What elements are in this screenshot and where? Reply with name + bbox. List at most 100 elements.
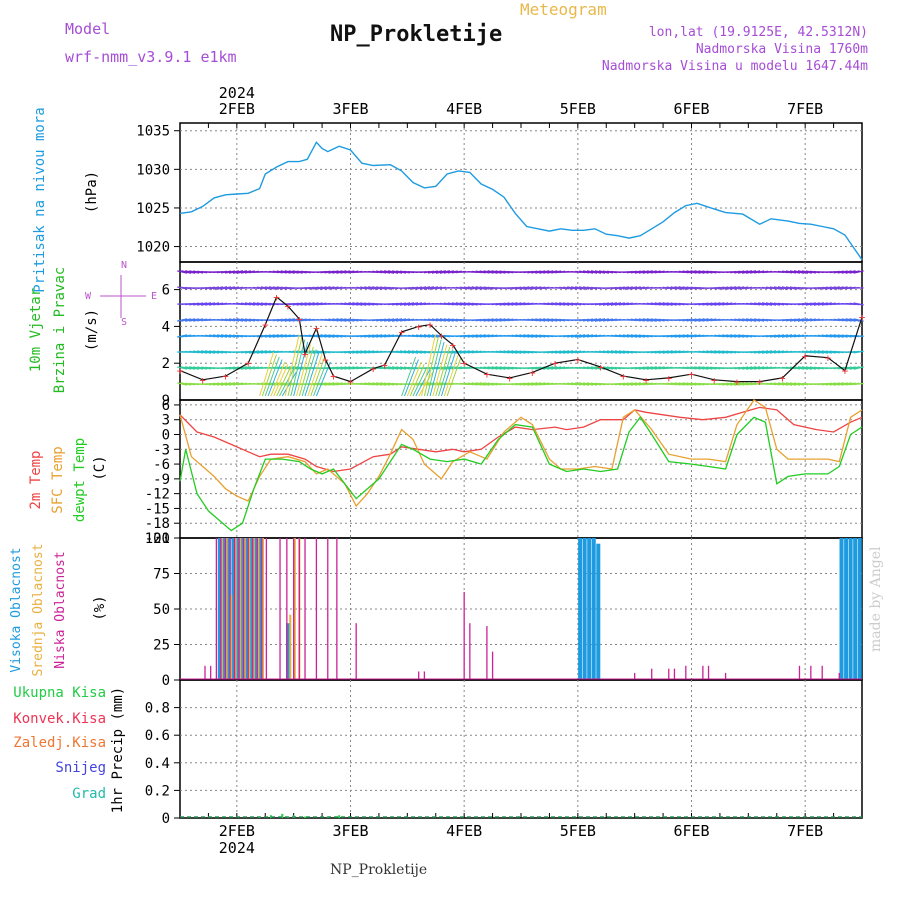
wind-barb	[519, 286, 530, 290]
wind-barb	[769, 382, 781, 386]
wind-barb	[630, 286, 641, 290]
wind-barb	[833, 334, 844, 338]
wind-barb	[307, 354, 323, 397]
wind-barb	[304, 351, 320, 397]
cloud-bar	[234, 538, 237, 679]
wind-barb	[630, 270, 641, 274]
wind-barb	[368, 382, 379, 386]
wind-speed-marker: +	[461, 357, 468, 370]
wind-barb	[682, 286, 693, 290]
wind-barb	[686, 366, 697, 370]
cloud-bar	[685, 665, 687, 679]
wind-barb	[674, 334, 685, 338]
wind-barb	[750, 318, 761, 322]
wind-barb	[340, 318, 351, 322]
wind-speed-marker: +	[285, 300, 292, 313]
wind-barb	[483, 270, 494, 274]
wind-barb	[220, 270, 232, 274]
wind-barb	[240, 270, 252, 274]
wind-barb	[415, 369, 431, 397]
wind-barb	[634, 334, 645, 338]
cloud-bar	[238, 538, 240, 679]
y-tick-label: 1020	[136, 240, 170, 256]
location-coordinates: lon,lat (19.9125E, 42.5312N)	[648, 25, 868, 40]
wind-barb	[614, 302, 626, 306]
wind-barb	[483, 334, 494, 338]
y-tick-label: 2	[162, 356, 170, 372]
cloud-bar	[587, 538, 592, 679]
wind-barb	[399, 366, 411, 370]
wind-barb	[324, 334, 335, 338]
cloud-bar	[578, 538, 583, 679]
cloud-bar	[821, 665, 823, 679]
wind-barb	[841, 382, 852, 386]
wind-barb	[411, 286, 423, 290]
wind-barb	[208, 334, 220, 338]
wind-barb	[261, 354, 277, 397]
wind-barb	[817, 286, 828, 290]
wind-barb	[429, 341, 445, 397]
wind-barb	[706, 302, 717, 306]
wind-barb	[586, 366, 598, 370]
temp-axis-title-sfc: SFC Temp	[50, 446, 66, 513]
wind-barb	[244, 302, 256, 306]
wind-barb	[666, 350, 677, 354]
wind-barb	[594, 318, 606, 322]
precip-legend-item: Zaledj.Kisa	[13, 735, 106, 751]
wind-barb	[761, 350, 773, 354]
wind-barb	[189, 318, 200, 322]
model-name: wrf-nmm_v3.9.1 e1km	[65, 48, 237, 66]
wind-barb	[523, 334, 534, 338]
wind-barb	[280, 270, 291, 274]
wind-barb	[765, 286, 777, 290]
wind-barb	[586, 318, 598, 322]
wind-barb	[738, 270, 749, 274]
wind-barb	[582, 366, 594, 370]
wind-barb	[200, 302, 212, 306]
cloud-bar	[285, 623, 290, 679]
wind-barb	[443, 270, 454, 274]
wind-barb	[391, 318, 403, 322]
x-tick-label: 3FEB	[332, 100, 368, 118]
y-tick-label: 6	[162, 398, 170, 414]
wind-barb	[320, 286, 331, 290]
wind-barb	[431, 318, 443, 322]
wind-barb	[658, 302, 669, 306]
wind-barb	[642, 270, 653, 274]
wind-barb	[853, 318, 864, 322]
wind-barb	[750, 302, 761, 306]
wind-barb	[236, 318, 248, 322]
y-tick-label: 6	[162, 283, 170, 299]
wind-barb	[630, 334, 641, 338]
wind-speed-marker: +	[262, 319, 269, 332]
wind-barb	[837, 382, 848, 386]
wind-barb	[543, 366, 554, 370]
wind-barb	[177, 334, 188, 338]
wind-speed-marker: +	[313, 322, 320, 335]
wind-barb	[224, 270, 236, 274]
wind-barb	[395, 350, 407, 354]
wind-barb	[463, 286, 474, 290]
cloud-bar	[423, 671, 426, 679]
wind-barb	[785, 318, 797, 322]
wind-barb	[312, 286, 323, 290]
wind-barb	[527, 382, 538, 386]
wind-barb	[332, 366, 343, 370]
wind-barb	[833, 382, 844, 386]
wind-barb	[805, 350, 816, 354]
wind-barb	[805, 366, 816, 370]
wind-barb	[208, 302, 220, 306]
wind-barb	[415, 350, 427, 354]
wind-barb	[276, 318, 287, 322]
wind-barb	[511, 286, 522, 290]
wind-barb	[634, 286, 645, 290]
wind-barb	[602, 366, 614, 370]
wind-barb	[646, 270, 657, 274]
wind-speed-marker: +	[756, 376, 763, 389]
wind-barb	[507, 350, 518, 354]
wind-barb	[236, 270, 248, 274]
wind-barb	[447, 302, 458, 306]
wind-barb	[718, 286, 729, 290]
wind-barb	[785, 286, 797, 290]
